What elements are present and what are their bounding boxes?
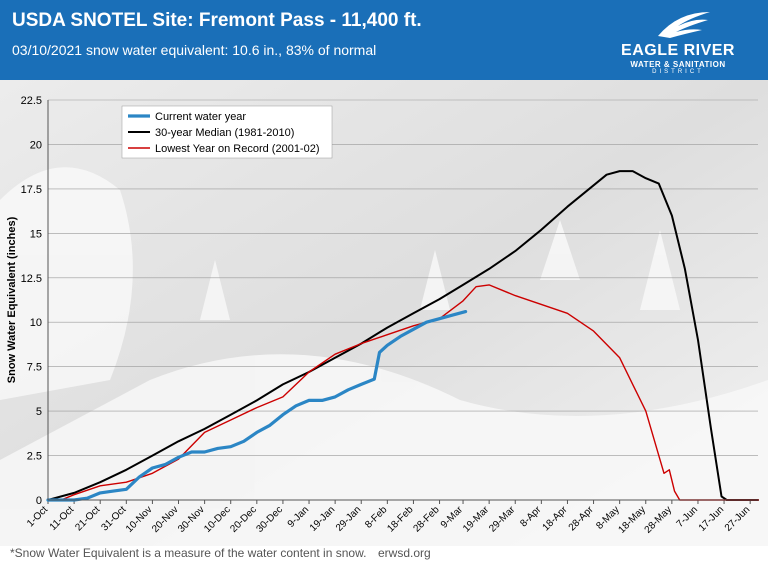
district-logo: EAGLE RIVER WATER & SANITATION DISTRICT [598,8,758,75]
legend-label: Lowest Year on Record (2001-02) [155,143,320,155]
footnote: *Snow Water Equivalent is a measure of t… [10,546,367,560]
logo-text-line2: WATER & SANITATION [630,60,726,69]
logo-text-line3: DISTRICT [652,69,704,75]
y-tick-label: 2.5 [27,451,42,463]
y-axis-label: Snow Water Equivalent (inches) [6,216,18,383]
logo-text-line1: EAGLE RIVER [621,42,735,59]
legend-label: Current water year [155,111,246,123]
y-tick-label: 17.5 [21,184,42,196]
header-banner: USDA SNOTEL Site: Fremont Pass - 11,400 … [0,0,768,80]
website-link[interactable]: erwsd.org [378,546,431,560]
y-tick-label: 20 [30,139,42,151]
series-line-current [46,310,468,502]
y-axis-ticks: 0 2.5 5 7.5 10 12.5 15 17.5 20 22.5 [21,95,42,507]
y-tick-label: 15 [30,228,42,240]
y-tick-label: 5 [36,406,42,418]
snow-scenery [0,167,768,546]
y-tick-label: 0 [36,495,42,507]
y-tick-label: 10 [30,317,42,329]
series-line-median [47,170,759,501]
eagle-wing-icon [658,12,710,38]
chart-subtitle: 03/10/2021 snow water equivalent: 10.6 i… [12,42,377,58]
y-tick-label: 12.5 [21,273,42,285]
legend: Current water year 30-year Median (1981-2… [121,105,333,159]
y-tick-label: 7.5 [27,362,42,374]
grid-lines [48,99,758,456]
chart-title: USDA SNOTEL Site: Fremont Pass - 11,400 … [12,10,422,31]
legend-box [121,105,333,159]
y-tick-label: 22.5 [21,95,42,107]
legend-label: 30-year Median (1981-2010) [155,127,294,139]
data-series [46,170,759,502]
